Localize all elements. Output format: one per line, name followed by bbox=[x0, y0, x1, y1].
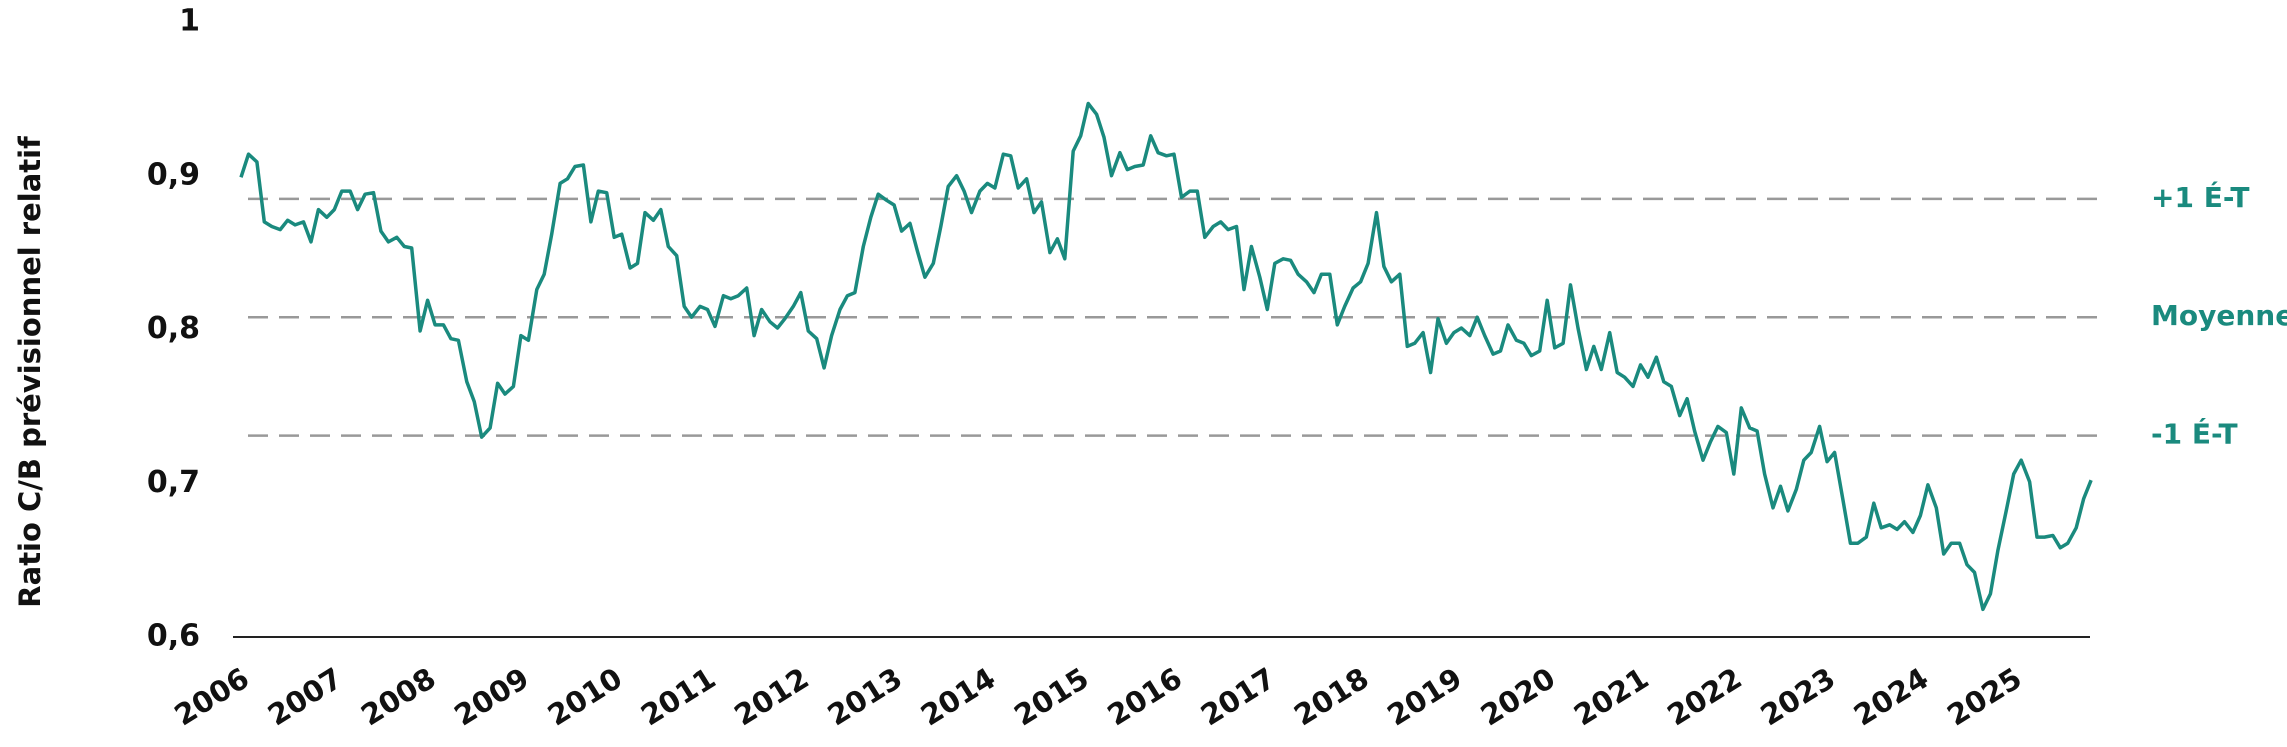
x-tick-label: 2008 bbox=[355, 661, 441, 733]
x-tick-label: 2021 bbox=[1568, 661, 1654, 733]
x-tick-label: 2017 bbox=[1195, 661, 1281, 733]
y-tick-label: 1 bbox=[179, 4, 200, 39]
reference-label: -1 É-T bbox=[2151, 417, 2238, 451]
x-tick-label: 2013 bbox=[822, 661, 908, 733]
y-axis-label: Ratio C/B prévisionnel relatif bbox=[13, 136, 47, 608]
x-tick-label: 2014 bbox=[915, 661, 1001, 733]
x-tick-label: 2009 bbox=[448, 661, 534, 733]
y-tick-label: 0,8 bbox=[147, 311, 200, 346]
x-tick-label: 2024 bbox=[1848, 661, 1934, 733]
y-tick-label: 0,6 bbox=[147, 619, 200, 654]
y-tick-label: 0,9 bbox=[147, 157, 200, 192]
x-tick-label: 2015 bbox=[1008, 661, 1094, 733]
y-tick-label: 0,7 bbox=[147, 465, 200, 500]
x-tick-label: 2018 bbox=[1288, 661, 1374, 733]
x-tick-label: 2023 bbox=[1755, 661, 1841, 733]
x-tick-label: 2025 bbox=[1941, 661, 2027, 733]
x-tick-label: 2022 bbox=[1661, 661, 1747, 733]
data-line bbox=[239, 101, 2093, 612]
reference-label: +1 É-T bbox=[2151, 180, 2249, 214]
reference-label: Moyenne bbox=[2151, 299, 2287, 332]
x-tick-label: 2010 bbox=[542, 661, 628, 733]
x-tick-label: 2007 bbox=[262, 661, 348, 733]
x-tick-label: 2011 bbox=[635, 661, 721, 733]
x-tick-label: 2019 bbox=[1381, 661, 1467, 733]
x-tick-label: 2012 bbox=[728, 661, 814, 733]
x-tick-label: 2016 bbox=[1101, 661, 1187, 733]
x-tick-label: 2020 bbox=[1475, 661, 1561, 733]
x-tick-label: 2006 bbox=[168, 661, 254, 733]
